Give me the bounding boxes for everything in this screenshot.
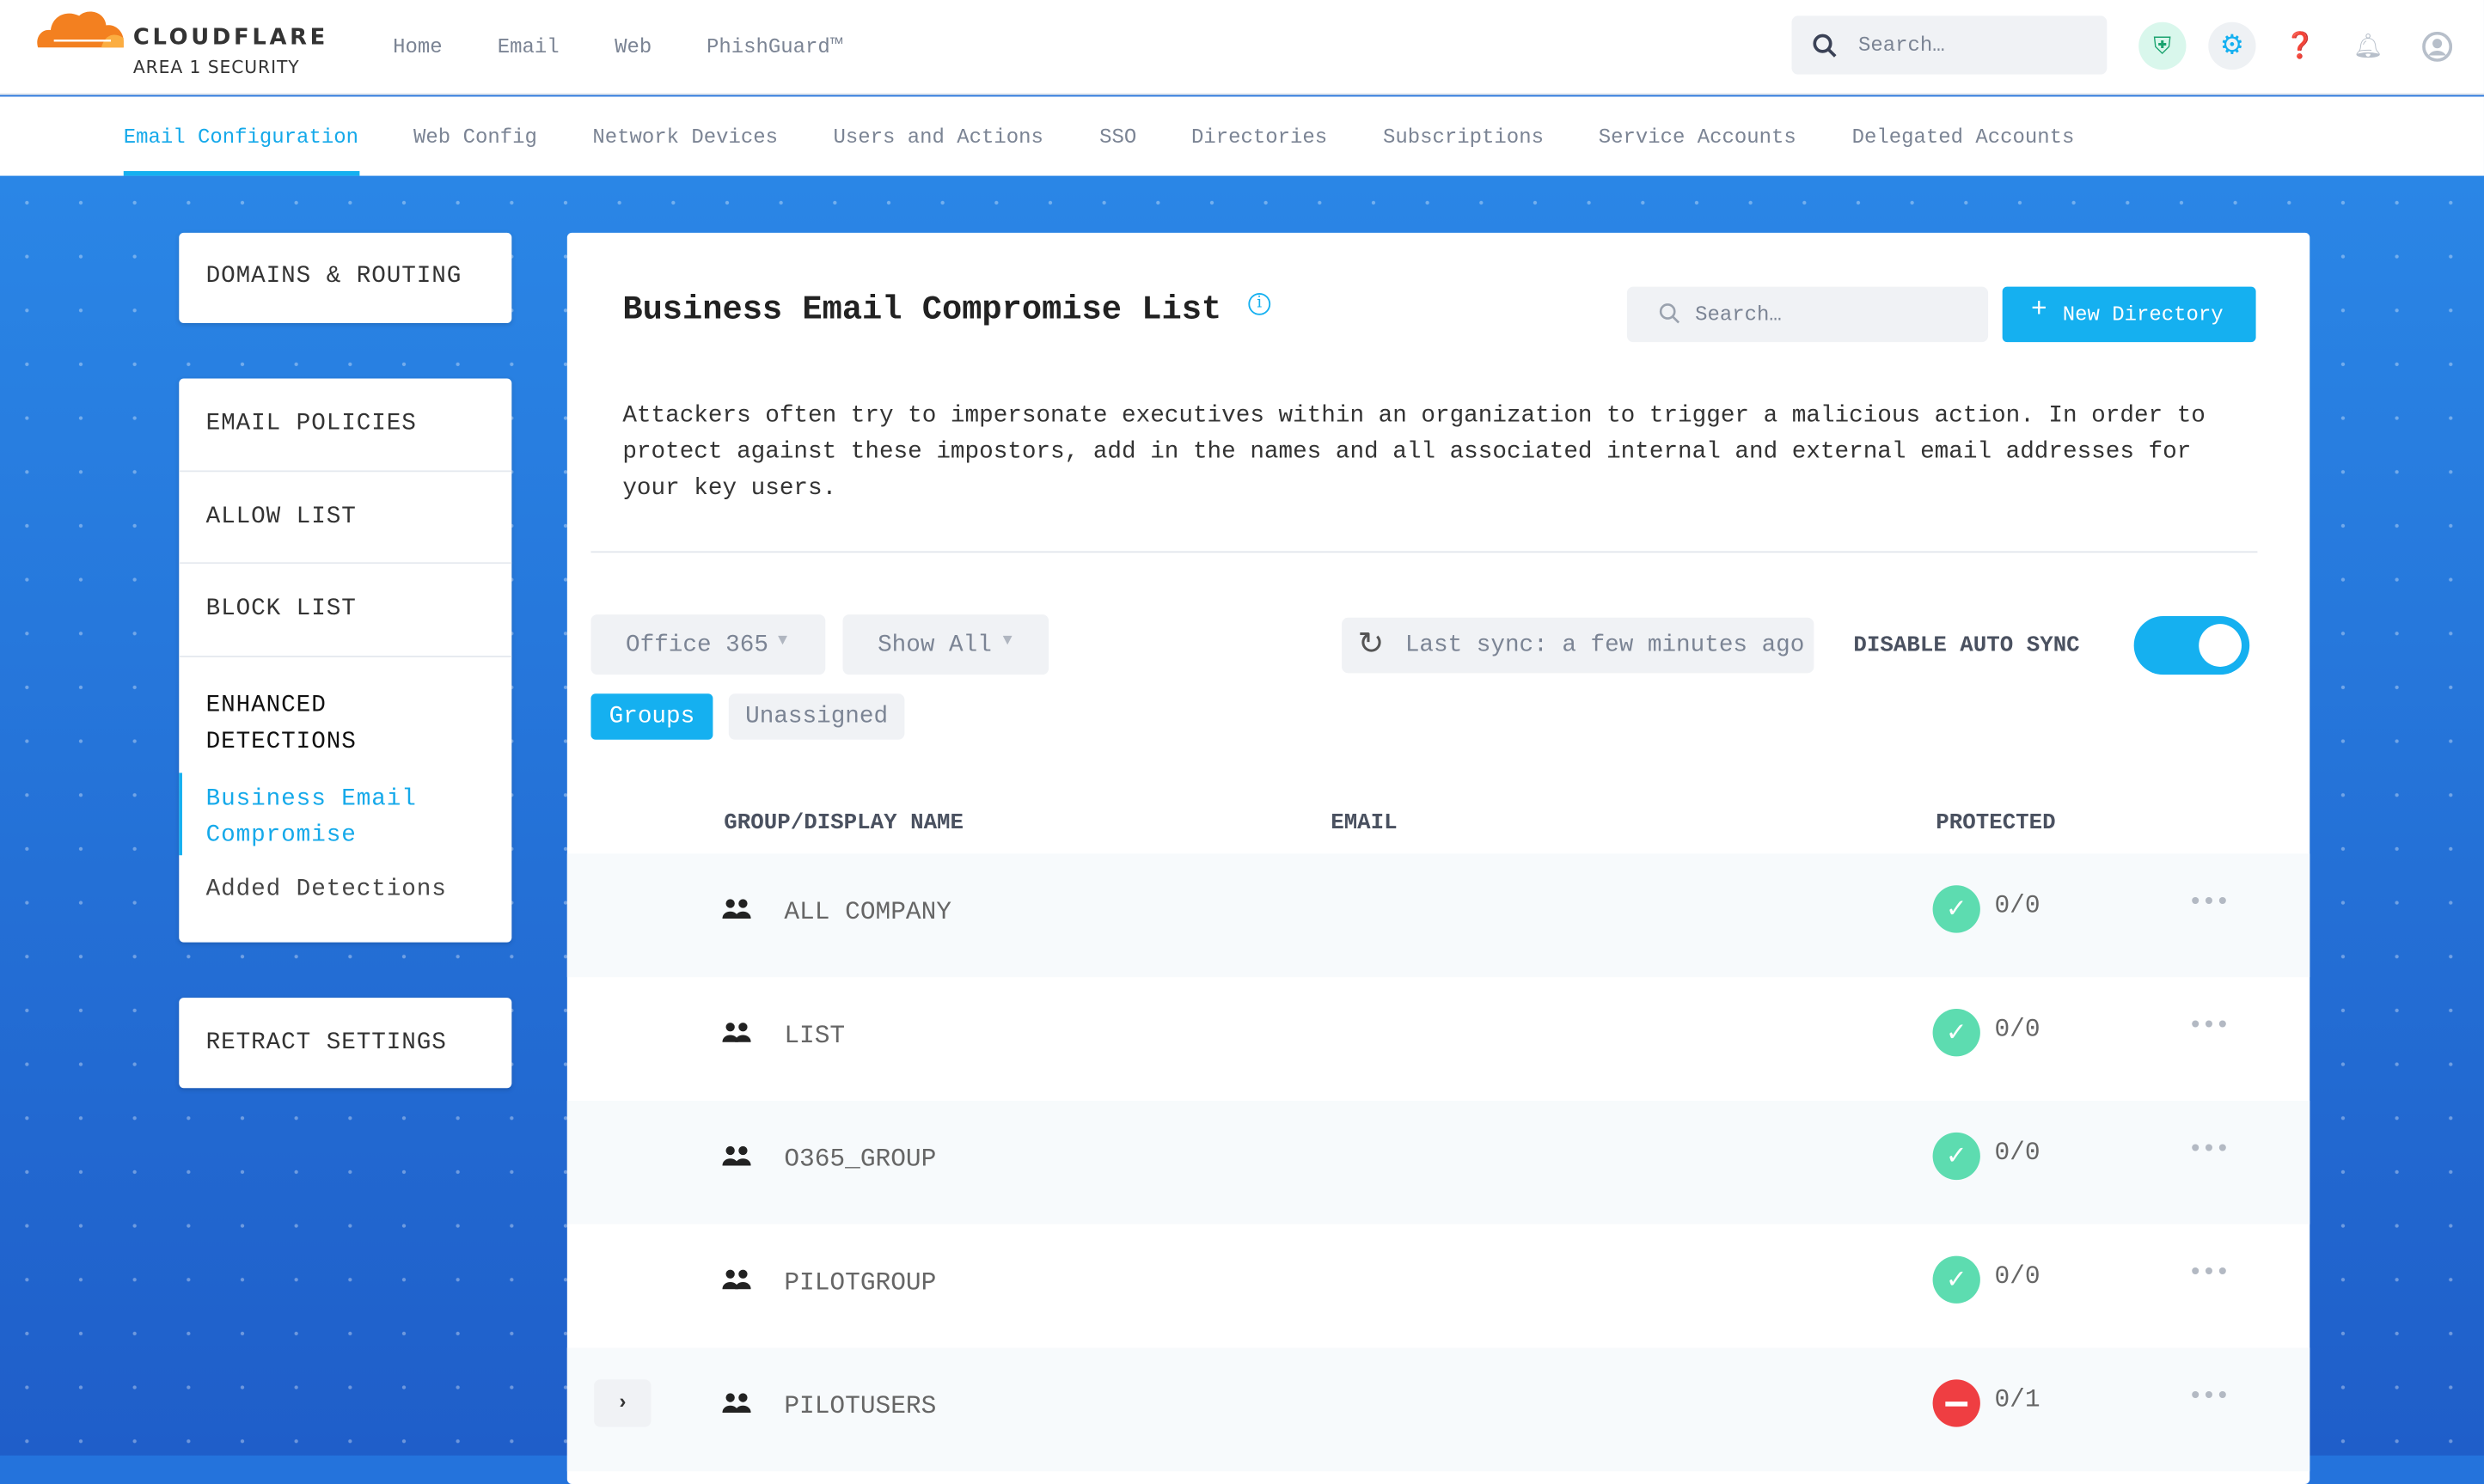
group-icon [722,899,751,919]
nav-phishguard[interactable]: PhishGuard™ [707,34,843,59]
group-icon [722,1269,751,1290]
table-row[interactable]: ALL COMPANY ✓ 0/0 ••• [566,853,2310,978]
sidebar-item-block-list[interactable]: BLOCK LIST [205,595,357,623]
expand-chevron-icon[interactable]: › [594,1379,652,1427]
column-header-email[interactable]: EMAIL [1331,810,1398,837]
sync-now-button[interactable]: ↻ Last sync: a few minutes ago [1342,617,1814,674]
bell-icon[interactable]: 🔔︎ [2352,31,2383,61]
cloudflare-logo-icon [37,11,124,48]
group-name: O365_GROUP [784,1145,937,1174]
group-name: LIST [784,1021,846,1050]
new-directory-button[interactable]: + New Directory [2002,286,2256,343]
group-icon [722,1145,751,1166]
sidebar-item-allow-list[interactable]: ALLOW LIST [205,504,357,531]
tab-web-config[interactable]: Web Config [413,125,537,150]
sidebar-email-policies-card: EMAIL POLICIES ALLOW LIST BLOCK LIST ENH… [179,378,512,943]
column-header-protected[interactable]: PROTECTED [1936,810,2056,837]
chevron-down-icon: ▼ [1002,633,1013,651]
protected-count: 0/1 [1994,1385,2040,1414]
more-options-icon[interactable]: ••• [2187,1259,2230,1288]
active-tab-indicator [123,171,360,176]
last-sync-text: Last sync: a few minutes ago [1404,632,1805,659]
global-search-input[interactable]: Search… [1791,15,2108,75]
check-circle-icon: ✓ [1932,1009,1980,1057]
tab-subscriptions[interactable]: Subscriptions [1383,125,1544,150]
list-search-placeholder: Search… [1695,302,1782,327]
toggle-knob [2199,624,2242,667]
group-name: PILOTGROUP [784,1268,937,1298]
tab-unassigned[interactable]: Unassigned [728,693,905,740]
info-icon[interactable]: i [1248,292,1271,315]
plus-icon: + [2030,296,2047,327]
sidebar-domains-routing[interactable]: DOMAINS & ROUTING [179,232,512,323]
check-circle-icon: ✓ [1932,1132,1980,1181]
tab-email-configuration[interactable]: Email Configuration [123,125,358,150]
sidebar-item-business-email-compromise[interactable]: Business Email Compromise [205,785,417,849]
active-item-indicator [179,773,182,856]
sidebar-retract-settings[interactable]: RETRACT SETTINGS [179,998,512,1089]
sidebar-item-label: DOMAINS & ROUTING [205,262,462,290]
chevron-down-icon: ▼ [777,633,788,651]
protected-count: 0/0 [1994,1015,2040,1044]
sidebar-item-enhanced-detections[interactable]: ENHANCED DETECTIONS [205,692,357,756]
tab-sso[interactable]: SSO [1099,125,1137,150]
source-select-value: Office 365 [626,632,768,659]
group-name: PILOTUSERS [784,1392,937,1421]
table-row[interactable]: LIST ✓ 0/0 ••• [567,977,2310,1101]
more-options-icon[interactable]: ••• [2187,1135,2230,1164]
auto-sync-label: DISABLE AUTO SYNC [1853,633,2080,659]
table-row[interactable]: › PILOTUSERS 0/1 ••• [566,1347,2310,1472]
tab-groups[interactable]: Groups [590,693,713,740]
more-options-icon[interactable]: ••• [2187,1011,2230,1041]
description: Attackers often try to impersonate execu… [622,402,2206,503]
brand-subtitle: AREA 1 SECURITY [132,57,300,78]
global-search-placeholder: Search… [1857,33,1945,58]
nav-home[interactable]: Home [393,34,443,59]
groups-table: ALL COMPANY ✓ 0/0 ••• LIST ✓ 0/0 ••• O365_GROUP ✓… [566,853,2310,1472]
search-icon [1813,34,1837,58]
group-icon [722,1393,751,1414]
tab-delegated-accounts[interactable]: Delegated Accounts [1851,125,2075,150]
sidebar-item-added-detections[interactable]: Added Detections [205,876,447,903]
new-directory-label: New Directory [2062,302,2224,327]
more-options-icon[interactable]: ••• [2187,1383,2230,1412]
protected-count: 0/0 [1994,1261,2040,1292]
tab-users-and-actions[interactable]: Users and Actions [833,125,1043,150]
minus-circle-icon [1932,1379,1980,1427]
refresh-icon: ↻ [1357,624,1385,663]
auto-sync-toggle[interactable] [2133,615,2250,675]
divider [590,551,2258,553]
gear-icon[interactable]: ⚙ [2208,21,2256,70]
group-name: ALL COMPANY [784,898,952,927]
more-options-icon[interactable]: ••• [2187,888,2230,918]
tab-network-devices[interactable]: Network Devices [592,125,779,150]
tab-service-accounts[interactable]: Service Accounts [1598,125,1796,150]
tab-directories[interactable]: Directories [1191,125,1328,150]
group-icon [722,1023,751,1042]
protected-count: 0/0 [1994,1139,2040,1168]
table-row[interactable]: O365_GROUP ✓ 0/0 ••• [566,1100,2310,1224]
table-row[interactable]: PILOTGROUP ✓ 0/0 ••• [567,1224,2310,1348]
user-icon[interactable] [2422,31,2453,62]
nav-email[interactable]: Email [497,34,560,59]
brand-name: CLOUDFLARE [132,25,328,51]
search-icon [1659,303,1680,324]
source-select[interactable]: Office 365 ▼ [590,614,826,675]
check-circle-icon: ✓ [1932,1255,1980,1304]
list-search-input[interactable]: Search… [1626,286,1989,343]
shield-check-icon[interactable]: ⛨ [2138,21,2187,70]
sidebar-item-label: RETRACT SETTINGS [205,1029,447,1057]
page-title: Business Email Compromise List [622,292,1222,330]
help-icon[interactable]: ❓ [2284,30,2316,61]
column-header-name[interactable]: GROUP/DISPLAY NAME [724,810,964,837]
check-circle-icon: ✓ [1932,885,1980,933]
protected-count: 0/0 [1994,891,2040,920]
filter-select-value: Show All [878,632,992,659]
sidebar-item-email-policies[interactable]: EMAIL POLICIES [205,410,417,437]
nav-web[interactable]: Web [615,34,652,59]
top-bar: CLOUDFLARE AREA 1 SECURITY Home Email We… [0,0,2484,95]
settings-tabs [0,96,2484,176]
filter-select[interactable]: Show All ▼ [842,614,1049,675]
